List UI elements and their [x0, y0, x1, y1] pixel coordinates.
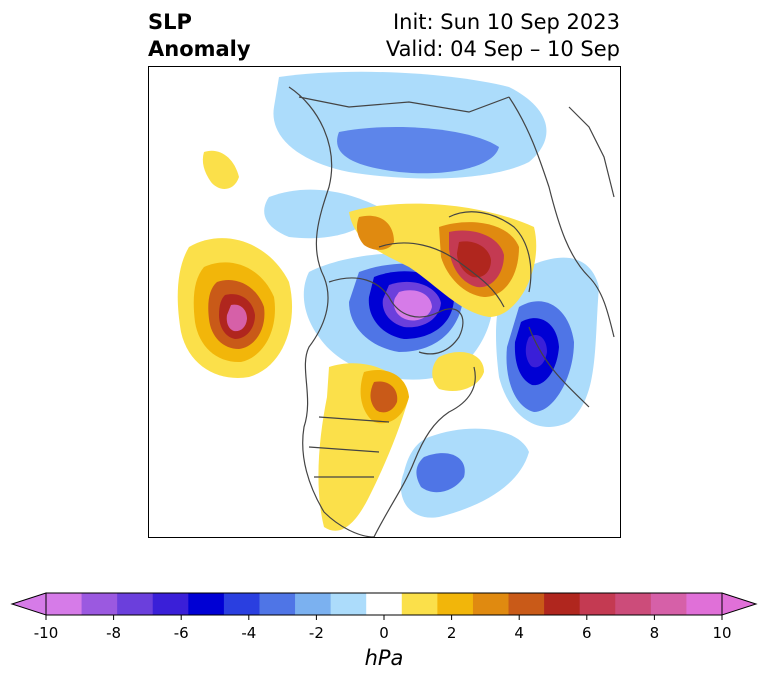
- colorbar-tick-label: 6: [582, 624, 592, 642]
- colorbar-tick-label: 4: [514, 624, 524, 642]
- valid-range: Valid: 04 Sep – 10 Sep: [385, 37, 620, 61]
- colorbar-tick-label: 8: [649, 624, 660, 642]
- colorbar-tick-label: 0: [379, 624, 389, 642]
- colorbar-tick-label: -10: [33, 624, 59, 642]
- colorbar-extend-high: [721, 592, 758, 616]
- colorbar-extend-low: [10, 592, 47, 616]
- slp-anomaly-map: [148, 66, 621, 538]
- colorbar-units: hPa: [364, 646, 404, 670]
- colorbar-swatch: [259, 593, 296, 615]
- colorbar-tick-label: 10: [712, 624, 732, 642]
- colorbar-swatch: [437, 593, 474, 615]
- colorbar-tick-label: -8: [106, 624, 122, 642]
- colorbar-swatch: [472, 593, 510, 615]
- colorbar-swatch: [46, 593, 83, 615]
- colorbar-tick-label: -6: [173, 624, 189, 642]
- colorbar-swatch: [650, 593, 687, 615]
- colorbar-swatch: [188, 593, 225, 615]
- anomaly-fill-deep-low: [368, 271, 559, 386]
- map-title-variable: SLP Anomaly: [148, 9, 251, 63]
- colorbar-swatch: [117, 593, 154, 615]
- colorbar-swatch: [686, 593, 723, 615]
- coastlines: [288, 86, 615, 537]
- colorbar-swatch: [579, 593, 616, 615]
- colorbar-tick-label: 2: [446, 624, 457, 642]
- colorbar-swatch: [223, 593, 260, 615]
- map-canvas: [177, 71, 615, 537]
- colorbar-swatch: [330, 593, 367, 615]
- title-line-1: SLP: [148, 10, 192, 34]
- colorbar-tick-label: -4: [241, 624, 257, 642]
- colorbar-swatch: [152, 593, 189, 615]
- colorbar-tick-label: -2: [308, 624, 324, 642]
- colorbar-swatch: [81, 593, 118, 615]
- colorbar: [10, 592, 758, 620]
- init-date: Init: Sun 10 Sep 2023: [392, 10, 620, 34]
- colorbar-swatch: [401, 593, 438, 615]
- colorbar-swatch: [544, 593, 581, 615]
- title-line-2: Anomaly: [148, 37, 251, 61]
- colorbar-swatch: [295, 593, 332, 615]
- colorbar-swatch: [366, 593, 403, 615]
- map-title-dates: Init: Sun 10 Sep 2023 Valid: 04 Sep – 10…: [386, 9, 620, 63]
- anomaly-fill-warm: [177, 150, 537, 531]
- colorbar-swatch: [508, 593, 545, 615]
- colorbar-swatch: [615, 593, 652, 615]
